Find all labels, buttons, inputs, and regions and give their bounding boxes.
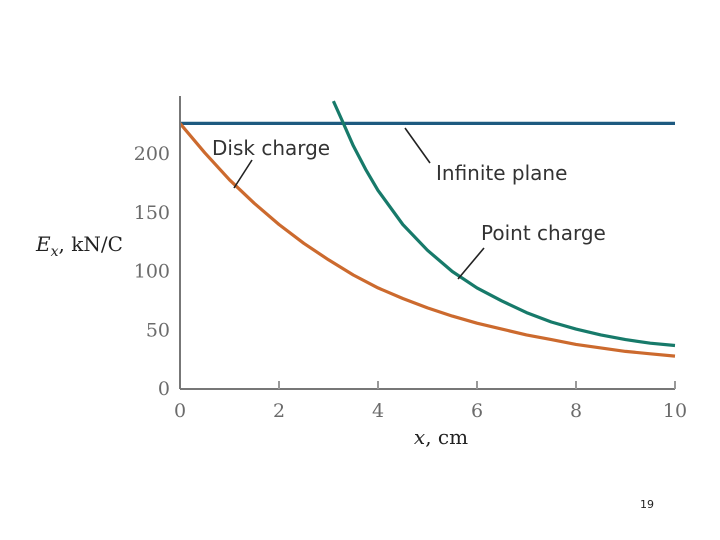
series-line-disk-charge (180, 122, 676, 358)
annotation-point-charge: Point charge (481, 221, 606, 245)
y-tick-label: 200 (134, 143, 170, 165)
annotation-disk-charge: Disk charge (212, 136, 330, 160)
y-tick-label: 100 (134, 261, 170, 283)
x-tick-label: 10 (663, 400, 687, 422)
series-line-point-charge (331, 100, 676, 348)
leader-line-disk-charge (233, 159, 253, 189)
annotation-infinite-plane: Infinite plane (436, 161, 567, 185)
x-axis-label: x, cm (414, 425, 468, 449)
axis-labels: x, cm Ex, kN/C (35, 232, 468, 449)
x-tick-label: 4 (372, 400, 384, 422)
page-number: 19 (640, 498, 654, 511)
y-tick-label: 150 (134, 202, 170, 224)
x-tick-label: 6 (471, 400, 483, 422)
x-tick-label: 2 (273, 400, 285, 422)
plot-area (180, 100, 676, 358)
x-tick-label: 0 (174, 400, 186, 422)
y-tick-label: 50 (146, 319, 170, 341)
y-axis-label: Ex, kN/C (35, 232, 123, 260)
leader-line-infinite-plane (404, 127, 431, 164)
annotations: Disk charge Infinite plane Point charge (212, 127, 606, 280)
y-tick-label: 0 (158, 378, 170, 400)
leader-line-point-charge (457, 247, 485, 280)
x-tick-label: 8 (570, 400, 582, 422)
